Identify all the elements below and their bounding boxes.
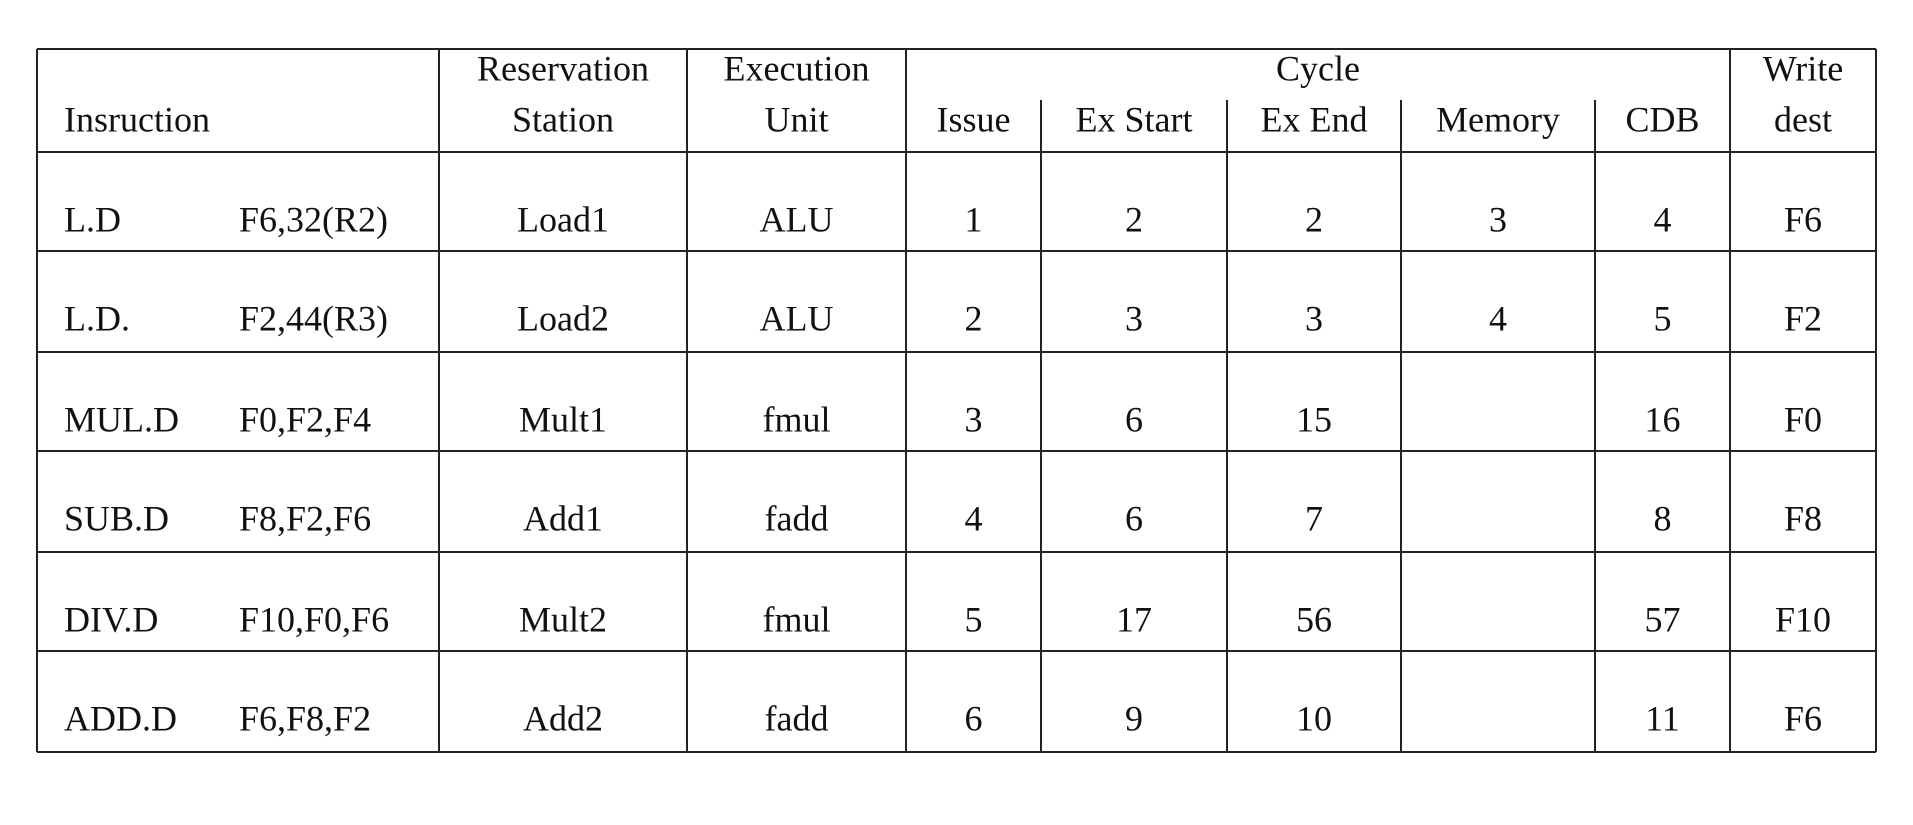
table-cell: F8	[1784, 498, 1822, 538]
operands: F2,44(R3)	[239, 298, 388, 338]
table-cell: 17	[1116, 599, 1152, 639]
table-cell: 9	[1125, 698, 1143, 738]
header-cell: Write	[1763, 48, 1844, 88]
table-cell: 1	[965, 199, 983, 239]
table-cell: 3	[965, 399, 983, 439]
table-cell: 2	[965, 298, 983, 338]
opcode: DIV.D	[64, 599, 158, 639]
header-cell: dest	[1774, 99, 1832, 139]
table-cell: 8	[1654, 498, 1672, 538]
opcode: L.D	[64, 199, 121, 239]
table-cell: Add2	[523, 698, 603, 738]
table-cell: 11	[1645, 698, 1680, 738]
header-cell: Station	[512, 99, 614, 139]
table-cell: F10	[1775, 599, 1831, 639]
operands: F10,F0,F6	[239, 599, 389, 639]
table-cell: fadd	[765, 498, 829, 538]
table-cell: Mult2	[519, 599, 607, 639]
opcode: ADD.D	[64, 698, 177, 738]
table-cell: 6	[1125, 498, 1143, 538]
table-cell: ALU	[760, 199, 834, 239]
table-cell: F6	[1784, 199, 1822, 239]
header-cell: Memory	[1436, 99, 1560, 139]
table-cell: fmul	[763, 399, 831, 439]
table-cell: 3	[1305, 298, 1323, 338]
table-cell: 57	[1645, 599, 1681, 639]
operands: F8,F2,F6	[239, 498, 371, 538]
table-cell: 16	[1645, 399, 1681, 439]
operands: F6,F8,F2	[239, 698, 371, 738]
table-cell: fmul	[763, 599, 831, 639]
opcode: MUL.D	[64, 399, 179, 439]
table-cell: 4	[965, 498, 983, 538]
table-cell: Add1	[523, 498, 603, 538]
header-cell: Reservation	[477, 48, 649, 88]
table-cell: 2	[1305, 199, 1323, 239]
table-cell: 6	[965, 698, 983, 738]
operands: F0,F2,F4	[239, 399, 371, 439]
header-cell: Insruction	[64, 99, 210, 139]
table-cell: 10	[1296, 698, 1332, 738]
table-cell: 6	[1125, 399, 1143, 439]
table-cell: 4	[1654, 199, 1672, 239]
header-cell: Cycle	[1276, 48, 1360, 88]
table-cell: 7	[1305, 498, 1323, 538]
header-cell: Ex Start	[1076, 99, 1193, 139]
table-cell: Load1	[517, 199, 609, 239]
table-cell: 5	[965, 599, 983, 639]
table-cell: F0	[1784, 399, 1822, 439]
opcode: L.D.	[64, 298, 130, 338]
opcode: SUB.D	[64, 498, 169, 538]
table-cell: 4	[1489, 298, 1507, 338]
table-cell: 3	[1125, 298, 1143, 338]
header-cell: Unit	[764, 99, 828, 139]
table-cell: 3	[1489, 199, 1507, 239]
table-cell: fadd	[765, 698, 829, 738]
header-cell: CDB	[1625, 99, 1699, 139]
table-cell: 15	[1296, 399, 1332, 439]
table-cell: Load2	[517, 298, 609, 338]
table-cell: ALU	[760, 298, 834, 338]
table-cell: 2	[1125, 199, 1143, 239]
table-cell: F2	[1784, 298, 1822, 338]
header-cell: Ex End	[1261, 99, 1368, 139]
header-cell: Execution	[724, 48, 870, 88]
table-cell: Mult1	[519, 399, 607, 439]
table-cell: 56	[1296, 599, 1332, 639]
operands: F6,32(R2)	[239, 199, 388, 239]
table-cell: 5	[1654, 298, 1672, 338]
table-cell: F6	[1784, 698, 1822, 738]
header-cell: Issue	[937, 99, 1011, 139]
